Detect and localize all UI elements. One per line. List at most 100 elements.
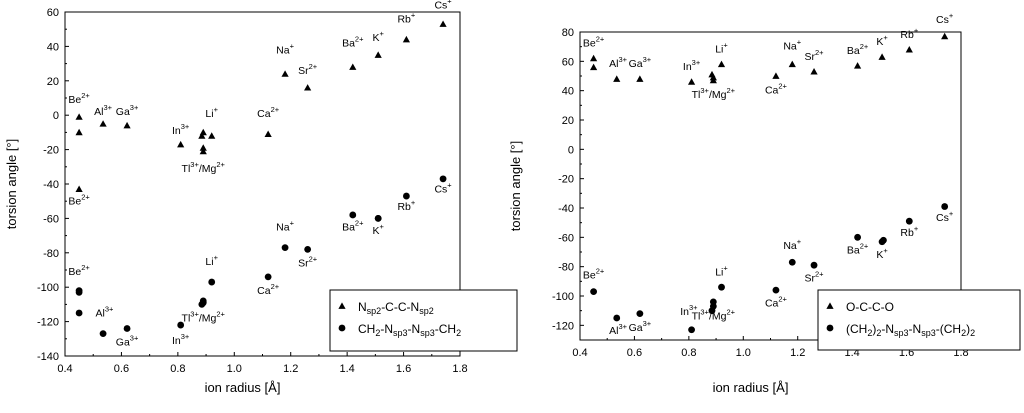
ion-charge-secondary: 2+ <box>216 160 225 169</box>
y-tick-label: -80 <box>43 248 59 260</box>
y-axis-title: torsion angle [°] <box>508 141 523 231</box>
y-tick-label: -60 <box>558 232 574 244</box>
ion-symbol: Ga <box>629 58 643 70</box>
ion-symbol: Ga <box>116 106 130 118</box>
ion-label: K+ <box>876 246 888 261</box>
data-point <box>853 62 862 69</box>
ion-charge: 3+ <box>618 55 627 64</box>
x-tick-label: 0.8 <box>170 363 185 375</box>
ion-symbol: K <box>876 249 883 261</box>
data-point <box>177 321 185 329</box>
ion-symbol: Li <box>715 44 723 56</box>
ion-label: In3+ <box>680 303 698 318</box>
series-2 <box>590 203 949 334</box>
data-point <box>123 325 131 332</box>
ion-symbol: Ca <box>257 285 271 297</box>
legend-marker <box>338 324 346 332</box>
ion-charge: + <box>290 218 295 227</box>
data-point <box>941 203 949 210</box>
ion-symbol-secondary: /Mg <box>709 310 727 322</box>
ion-charge-secondary: 2+ <box>726 86 735 95</box>
ion-label: Sr2+ <box>805 269 825 284</box>
ion-symbol: Be <box>68 266 81 278</box>
y-tick-label: 20 <box>47 76 59 88</box>
ion-label: Ga3+ <box>116 103 139 118</box>
ion-label: Na+ <box>783 38 801 53</box>
ion-charge: 3+ <box>130 103 139 112</box>
data-point <box>199 147 207 155</box>
data-point <box>75 113 83 120</box>
legend-entry: CH2-Nsp3-Nsp3-CH2 <box>358 322 461 338</box>
data-point <box>854 233 861 241</box>
ion-label: Al3+ <box>94 103 113 118</box>
ion-label: Be2+ <box>583 35 605 50</box>
legend-marker <box>826 302 834 309</box>
data-point <box>402 35 410 43</box>
series-1 <box>75 20 447 193</box>
ion-symbol: Ba <box>847 45 860 57</box>
data-point <box>880 236 887 244</box>
ion-label: Li+ <box>205 253 218 268</box>
ion-charge: 2+ <box>815 269 824 278</box>
ion-symbol: Ba <box>342 37 355 49</box>
ion-symbol: Ga <box>116 337 130 349</box>
ion-symbol: K <box>876 36 883 48</box>
ion-charge: + <box>797 237 802 246</box>
legend-marker <box>338 302 346 309</box>
y-tick-label: 40 <box>47 41 59 53</box>
data-point <box>590 288 598 295</box>
ion-label: Ca2+ <box>765 82 788 97</box>
ion-symbol: Be <box>583 38 596 50</box>
x-tick-label: 1.2 <box>790 347 805 359</box>
ion-charge: + <box>379 222 384 231</box>
data-point <box>718 283 725 291</box>
ion-label: Ba2+ <box>342 34 364 49</box>
ion-label: Cs+ <box>434 181 452 196</box>
y-tick-label: 0 <box>568 144 574 156</box>
ion-label: Na+ <box>276 41 294 56</box>
ion-label: K+ <box>372 222 384 237</box>
y-tick-label: 80 <box>562 27 574 39</box>
y-axis-title: torsion angle [°] <box>4 139 19 229</box>
data-point <box>208 278 216 286</box>
ion-symbol: Ba <box>342 221 355 233</box>
ion-symbol-secondary: /Mg <box>199 313 217 325</box>
x-tick-label: 1.8 <box>452 363 467 375</box>
data-point <box>709 76 717 84</box>
ion-label: Na+ <box>783 237 801 252</box>
y-tick-label: -120 <box>37 317 59 329</box>
ion-label: Rb+ <box>900 26 918 41</box>
x-axis-title: ion radius [Å] <box>205 380 281 395</box>
ion-symbol: Na <box>783 240 797 252</box>
ion-symbol: Ca <box>765 85 779 97</box>
data-point <box>941 32 949 40</box>
ion-symbol: Sr <box>805 272 816 284</box>
ion-charge: 2+ <box>355 218 364 227</box>
data-point <box>878 53 886 60</box>
data-point <box>439 175 447 183</box>
ion-label: Li+ <box>715 41 728 56</box>
ion-label: Be2+ <box>583 266 605 281</box>
x-tick-label: 1.6 <box>396 363 411 375</box>
ion-symbol: Al <box>609 58 618 70</box>
ion-symbol: Be <box>68 94 81 106</box>
y-tick-label: 60 <box>47 7 59 19</box>
ion-charge: + <box>290 41 295 50</box>
y-tick-label: 20 <box>562 115 574 127</box>
series-2 <box>75 175 447 338</box>
ion-charge: + <box>447 0 452 6</box>
data-point <box>374 215 382 222</box>
chart-1: 0.4 0.6 0.8 1.0 1.2 1.4 1.6 1.8 -140 -120 -100 -80 -… <box>4 0 518 395</box>
ion-symbol: Ca <box>765 297 779 309</box>
data-point <box>772 72 780 79</box>
ion-label: Al3+ <box>609 55 628 70</box>
ion-charge: 3+ <box>692 58 701 67</box>
ion-label: Tl3+/Mg2+ <box>182 310 226 325</box>
ion-charge: + <box>214 253 219 262</box>
ion-label: Ba2+ <box>342 218 364 233</box>
ion-charge: 3+ <box>689 303 698 312</box>
ion-charge: 3+ <box>700 307 709 316</box>
data-point <box>590 63 598 71</box>
ion-charge: 3+ <box>130 334 139 343</box>
